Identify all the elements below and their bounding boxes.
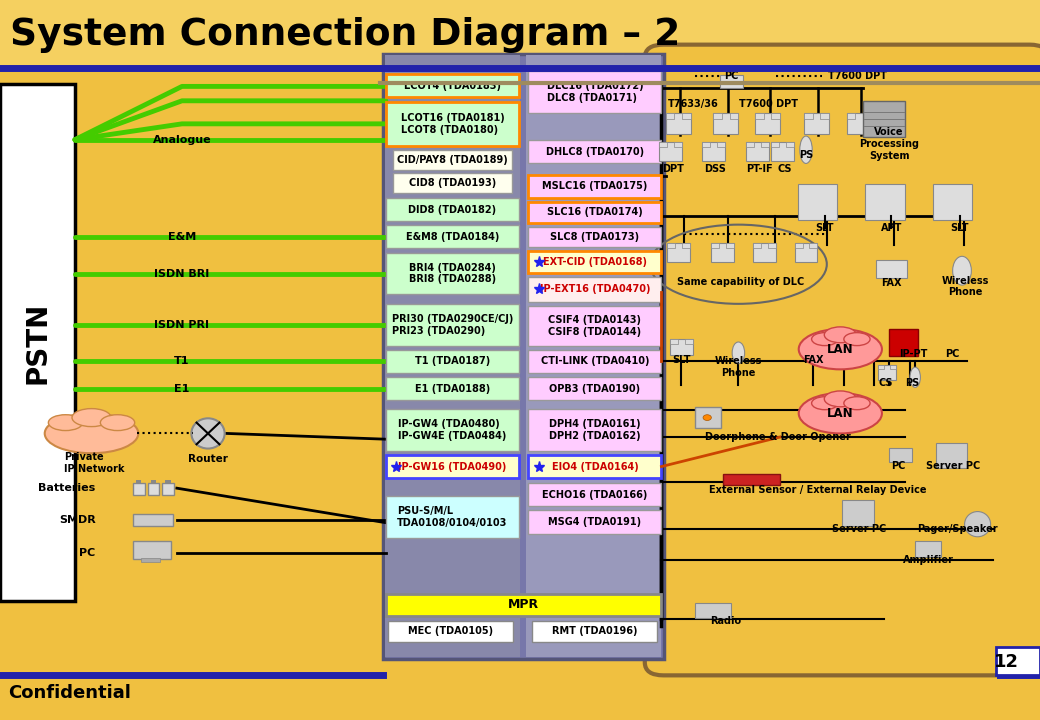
Bar xyxy=(771,142,794,161)
Text: T1 (TDA0187): T1 (TDA0187) xyxy=(415,356,490,366)
Bar xyxy=(528,350,661,373)
Bar xyxy=(386,225,519,248)
Text: Doorphone & Door Opener: Doorphone & Door Opener xyxy=(705,432,851,442)
Bar xyxy=(393,150,512,170)
Text: PSU-S/M/L
TDA0108/0104/0103: PSU-S/M/L TDA0108/0104/0103 xyxy=(397,506,508,528)
Bar xyxy=(528,455,661,478)
Bar xyxy=(528,483,661,506)
Bar xyxy=(386,74,519,97)
Text: CS: CS xyxy=(778,164,792,174)
Text: DLC16 (TDA0172)
DLC8 (TDA0171): DLC16 (TDA0172) DLC8 (TDA0171) xyxy=(547,81,643,103)
Text: Private
IP Network: Private IP Network xyxy=(64,452,125,474)
Text: E&M8 (TDA0184): E&M8 (TDA0184) xyxy=(406,232,499,242)
Text: Confidential: Confidential xyxy=(8,684,131,701)
Text: PC: PC xyxy=(79,548,96,558)
Bar xyxy=(667,243,690,262)
Bar xyxy=(753,243,776,262)
Bar xyxy=(165,480,171,483)
Ellipse shape xyxy=(800,136,812,163)
Bar xyxy=(730,113,738,119)
Bar xyxy=(760,142,769,148)
Bar xyxy=(528,306,661,346)
Bar xyxy=(890,365,896,369)
Text: LAN: LAN xyxy=(827,343,854,356)
Text: IP-GW16 (TDA0490): IP-GW16 (TDA0490) xyxy=(398,462,506,472)
Bar xyxy=(528,377,661,400)
Bar xyxy=(889,448,912,462)
Text: Router: Router xyxy=(188,454,228,464)
Text: E&M: E&M xyxy=(167,232,197,242)
Ellipse shape xyxy=(965,511,990,537)
Bar xyxy=(528,71,661,113)
Text: CID/PAY8 (TDA0189): CID/PAY8 (TDA0189) xyxy=(397,155,508,165)
Bar xyxy=(684,339,693,343)
Bar xyxy=(933,184,972,220)
Bar xyxy=(711,243,734,262)
Text: Pager/Speaker: Pager/Speaker xyxy=(917,524,998,534)
Bar xyxy=(702,142,725,161)
Bar xyxy=(842,500,874,526)
Text: Server PC: Server PC xyxy=(832,524,886,534)
Ellipse shape xyxy=(703,415,711,420)
Bar xyxy=(889,329,918,356)
Bar xyxy=(0,0,1040,68)
Text: T7600 DPT: T7600 DPT xyxy=(829,71,887,81)
Text: BRI4 (TDA0284)
BRI8 (TDA0288): BRI4 (TDA0284) BRI8 (TDA0288) xyxy=(409,263,496,284)
Text: EXT-CID (TDA0168): EXT-CID (TDA0168) xyxy=(543,257,647,267)
Bar xyxy=(795,243,817,262)
Text: PS: PS xyxy=(905,378,919,388)
Bar xyxy=(847,113,872,134)
Bar xyxy=(666,113,674,119)
Text: System Connection Diagram – 2: System Connection Diagram – 2 xyxy=(10,17,680,53)
Text: MEC (TDA0105): MEC (TDA0105) xyxy=(408,626,493,636)
Bar xyxy=(804,113,829,134)
Bar xyxy=(667,243,675,248)
Bar xyxy=(670,339,693,355)
Text: DPH4 (TDA0161)
DPH2 (TDA0162): DPH4 (TDA0161) DPH2 (TDA0162) xyxy=(549,419,641,441)
Text: PC: PC xyxy=(945,349,960,359)
Bar xyxy=(804,113,812,119)
Text: LAN: LAN xyxy=(827,407,854,420)
Bar xyxy=(702,142,710,148)
Bar xyxy=(141,558,160,562)
Bar xyxy=(133,483,145,495)
Text: MSG4 (TDA0191): MSG4 (TDA0191) xyxy=(548,517,642,527)
Ellipse shape xyxy=(799,393,882,433)
Ellipse shape xyxy=(45,413,138,454)
Text: SLT: SLT xyxy=(672,355,691,365)
Text: APT: APT xyxy=(881,223,902,233)
Text: DHLC8 (TDA0170): DHLC8 (TDA0170) xyxy=(546,147,644,157)
Text: IP-EXT16 (TDA0470): IP-EXT16 (TDA0470) xyxy=(540,284,650,294)
Bar xyxy=(755,113,763,119)
Bar xyxy=(801,341,830,356)
FancyBboxPatch shape xyxy=(645,45,1040,675)
Bar xyxy=(0,84,75,601)
Bar xyxy=(723,474,780,485)
Ellipse shape xyxy=(811,397,838,410)
Bar xyxy=(659,142,668,148)
Bar xyxy=(386,455,519,478)
Bar xyxy=(717,142,725,148)
Bar xyxy=(386,496,519,538)
Bar xyxy=(821,113,829,119)
Ellipse shape xyxy=(953,256,971,285)
Ellipse shape xyxy=(811,333,838,346)
Bar xyxy=(768,243,776,248)
Bar xyxy=(532,621,657,642)
Bar xyxy=(388,621,513,642)
Ellipse shape xyxy=(732,342,745,364)
Bar xyxy=(863,113,872,119)
Bar xyxy=(528,140,661,163)
Bar xyxy=(713,113,738,134)
Bar xyxy=(162,483,174,495)
Ellipse shape xyxy=(799,329,882,369)
Text: PS: PS xyxy=(799,150,813,160)
Bar xyxy=(393,173,512,193)
Text: ISDN PRI: ISDN PRI xyxy=(155,320,209,330)
Bar xyxy=(936,443,967,468)
Bar xyxy=(666,113,691,134)
Text: OPB3 (TDA0190): OPB3 (TDA0190) xyxy=(549,384,641,394)
Text: RMT (TDA0196): RMT (TDA0196) xyxy=(552,626,638,636)
Bar xyxy=(878,365,884,369)
Bar xyxy=(148,483,159,495)
